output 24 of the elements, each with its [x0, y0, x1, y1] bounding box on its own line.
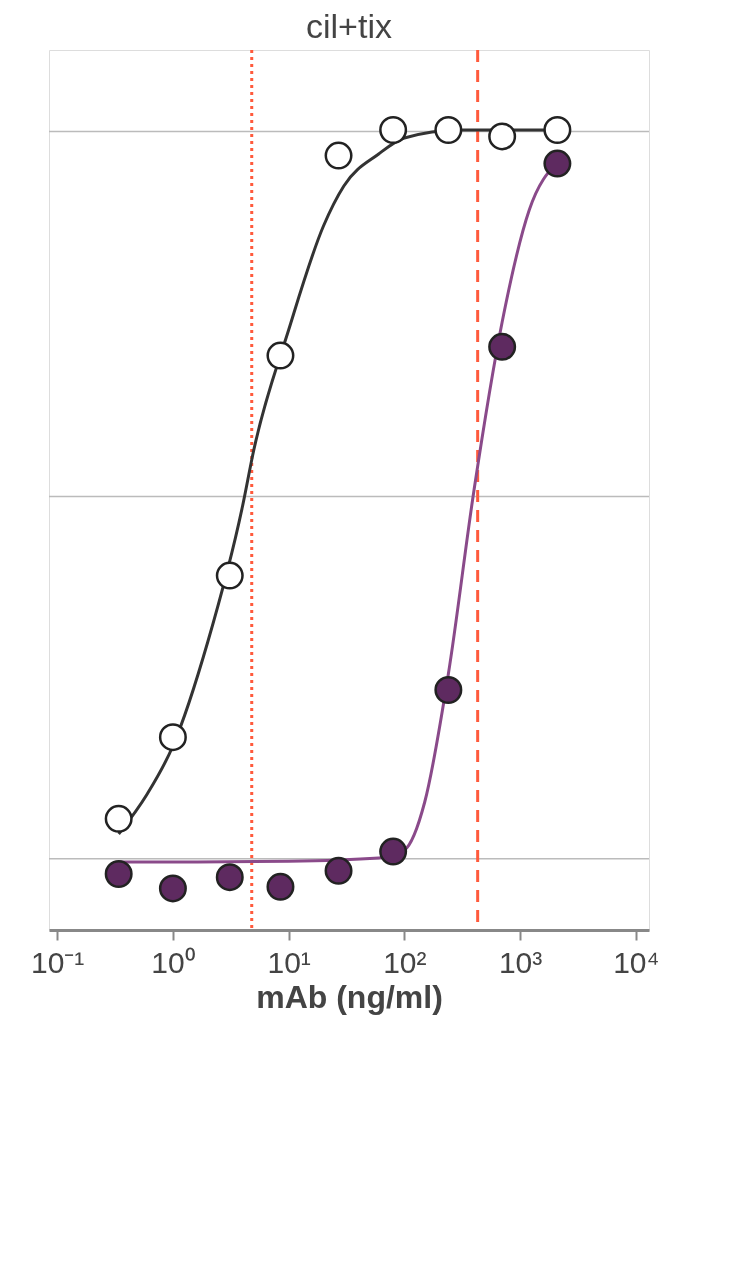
point	[324, 141, 353, 170]
point	[434, 116, 463, 144]
point	[215, 863, 244, 892]
x-tick-label: 10⁴	[613, 945, 660, 979]
point	[488, 122, 517, 151]
point	[543, 149, 572, 178]
point	[324, 856, 353, 885]
point	[379, 837, 408, 866]
point	[434, 676, 463, 704]
point	[104, 804, 133, 833]
point	[543, 116, 572, 144]
point	[158, 874, 187, 903]
x-tick-label: 10¹	[267, 945, 311, 979]
x-tick-label: 10²	[383, 945, 427, 979]
point	[215, 561, 244, 590]
x-tick-label: 10⁻¹	[30, 945, 85, 979]
point	[488, 332, 517, 361]
point	[379, 116, 408, 144]
x-tick-label: 10⁰	[151, 945, 196, 979]
x-axis-title: mAb (ng/ml)	[256, 978, 443, 1015]
x-tick-label: 10³	[498, 945, 543, 979]
chart-title: cil+tix	[306, 6, 392, 45]
point	[158, 723, 187, 752]
point	[104, 860, 133, 888]
